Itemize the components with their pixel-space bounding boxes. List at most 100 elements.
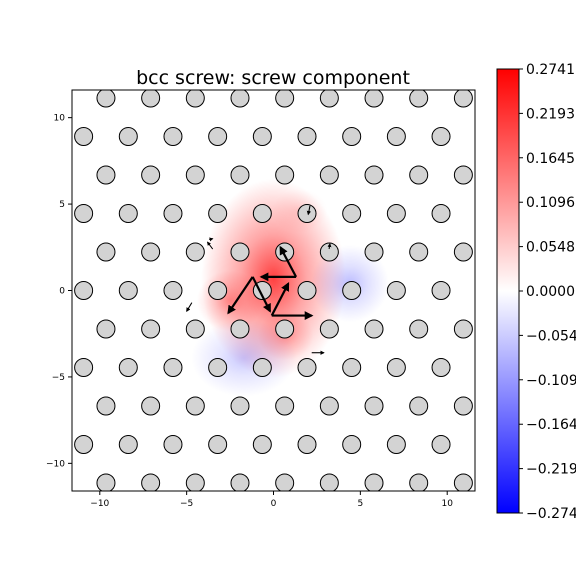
atom-marker — [386, 434, 406, 454]
y-tick-label: 10 — [54, 114, 66, 124]
atom-marker — [342, 127, 362, 147]
atom-marker — [364, 242, 384, 262]
plot-area: −10 −5 0 5 10 −10 −5 0 5 10 — [46, 89, 495, 509]
colorbar-tick-label: 0.2193 — [526, 106, 575, 122]
atom-marker — [275, 319, 295, 339]
atom-marker — [297, 127, 317, 147]
atom-marker — [409, 396, 429, 416]
atom-marker — [319, 90, 339, 108]
atom-marker — [275, 396, 295, 416]
atom-marker — [297, 281, 317, 300]
atom-marker — [230, 319, 250, 339]
atom-marker — [52, 397, 70, 415]
displacement-arrow — [209, 237, 214, 242]
atom-marker — [141, 396, 161, 416]
atom-marker — [185, 396, 205, 416]
atom-marker — [230, 165, 250, 185]
atom-marker — [208, 204, 228, 224]
displacement-arrow — [186, 302, 193, 312]
atom-marker — [74, 204, 94, 224]
atom-marker — [230, 242, 250, 262]
atom-marker — [74, 434, 94, 454]
atom-marker — [319, 473, 339, 491]
atom-marker — [96, 90, 116, 108]
atom-marker — [477, 435, 495, 453]
atom-marker — [477, 205, 495, 223]
atom-marker — [386, 127, 406, 147]
atom-marker — [342, 357, 362, 377]
atom-marker — [275, 473, 295, 491]
atom-marker — [275, 90, 295, 108]
atom-marker — [185, 242, 205, 262]
x-tick-label: 0 — [271, 499, 277, 509]
atom-marker — [163, 204, 183, 224]
y-tick-label: −5 — [52, 373, 65, 383]
x-tick-label: −10 — [90, 499, 109, 509]
atom-marker — [364, 319, 384, 339]
atom-marker — [163, 281, 183, 300]
atom-marker — [409, 90, 429, 108]
atom-marker — [185, 319, 205, 339]
atom-marker — [453, 165, 473, 185]
atom-marker — [477, 358, 495, 376]
atom-marker — [74, 127, 94, 147]
atom-marker — [96, 396, 116, 416]
atom-marker — [431, 127, 451, 147]
colorbar-ticks: 0.2741 0.2193 0.1645 0.1096 0.0548 0.0000 −0.0… — [519, 62, 576, 522]
atom-marker — [208, 281, 228, 300]
chart-title: bcc screw: screw component — [136, 67, 410, 89]
atom-marker — [453, 396, 473, 416]
atom-marker — [230, 90, 250, 108]
colorbar-tick-label: −0.1645 — [526, 417, 576, 433]
displacement-arrow — [306, 205, 312, 216]
atom-marker — [431, 357, 451, 377]
atom-marker — [453, 90, 473, 108]
atom-marker — [118, 127, 138, 147]
atom-marker — [208, 357, 228, 377]
colorbar-tick-label: −0.1096 — [526, 373, 576, 389]
atom-marker — [409, 473, 429, 491]
atom-marker — [297, 204, 317, 224]
atom-marker — [141, 473, 161, 491]
atom-marker — [252, 127, 272, 147]
atom-marker — [342, 281, 362, 300]
atom-layer — [52, 90, 495, 491]
atom-marker — [386, 357, 406, 377]
atom-marker — [96, 242, 116, 262]
atom-marker — [96, 165, 116, 185]
y-tick-label: 5 — [59, 200, 65, 210]
y-tick-label: −10 — [46, 459, 65, 469]
atom-marker — [96, 473, 116, 491]
atom-marker — [141, 319, 161, 339]
arrow-layer — [186, 205, 332, 355]
atom-marker — [185, 90, 205, 108]
colorbar: 0.2741 0.2193 0.1645 0.1096 0.0548 0.0000 −0.0… — [496, 62, 576, 522]
atom-marker — [342, 434, 362, 454]
displacement-arrow — [327, 243, 332, 250]
colorbar-tick-label: 0.2741 — [526, 62, 575, 78]
atom-marker — [52, 320, 70, 338]
atom-marker — [453, 319, 473, 339]
atom-marker — [275, 165, 295, 185]
atom-marker — [319, 319, 339, 339]
atom-marker — [319, 165, 339, 185]
atom-marker — [477, 128, 495, 146]
colorbar-tick-label: −0.0548 — [526, 328, 576, 344]
atom-marker — [208, 127, 228, 147]
displacement-arrow — [227, 276, 254, 315]
colorbar-tick-label: 0.1645 — [526, 151, 575, 167]
negative-field-blob — [191, 319, 297, 397]
atom-marker — [364, 90, 384, 108]
atom-marker — [297, 357, 317, 377]
atom-marker — [118, 281, 138, 300]
atom-marker — [118, 204, 138, 224]
atom-marker — [364, 165, 384, 185]
atom-marker — [252, 434, 272, 454]
colorbar-tick-label: 0.0000 — [526, 284, 575, 300]
x-tick-label: −5 — [180, 499, 193, 509]
atom-marker — [141, 242, 161, 262]
colorbar-tick-label: 0.1096 — [526, 195, 575, 211]
atom-marker — [52, 166, 70, 184]
atom-marker — [118, 434, 138, 454]
